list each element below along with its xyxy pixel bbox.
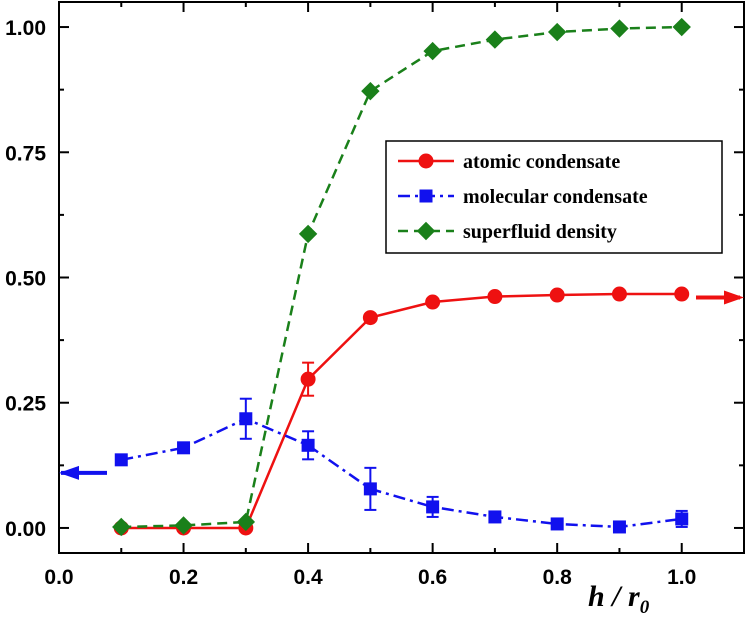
data-point xyxy=(362,310,378,326)
x-tick-label: 0.0 xyxy=(44,566,73,589)
right-axis-arrowhead xyxy=(724,290,744,305)
y-tick-label: 1.00 xyxy=(5,17,46,40)
data-point xyxy=(361,81,380,101)
data-point xyxy=(549,287,565,303)
legend-marker xyxy=(418,153,434,169)
legend-label: atomic condensate xyxy=(463,151,620,173)
series-molecular-condensate xyxy=(114,397,689,534)
legend-label: superfluid density xyxy=(463,221,617,243)
data-point xyxy=(239,412,253,426)
series-superfluid-density xyxy=(112,17,691,537)
data-point xyxy=(610,19,629,38)
data-point xyxy=(236,512,256,532)
y-tick-label: 0.00 xyxy=(5,518,46,541)
data-point xyxy=(611,286,627,302)
x-axis-title: h / r0 xyxy=(588,580,650,618)
data-point xyxy=(426,500,440,514)
legend-label: molecular condensate xyxy=(463,186,648,208)
data-point xyxy=(301,438,315,452)
x-tick-label: 0.4 xyxy=(293,566,323,589)
data-point xyxy=(612,520,626,534)
data-point xyxy=(550,517,564,531)
data-point xyxy=(300,371,316,387)
data-point xyxy=(423,41,442,61)
x-tick-label: 0.6 xyxy=(418,566,447,589)
x-tick-label: 0.2 xyxy=(169,566,198,589)
data-point xyxy=(674,286,690,302)
series xyxy=(112,17,691,537)
y-tick-label: 0.50 xyxy=(5,268,46,291)
data-point xyxy=(488,510,502,524)
data-point xyxy=(675,512,689,526)
data-point xyxy=(177,441,191,455)
data-point xyxy=(112,517,131,537)
axes: 0.0 0.2 0.4 0.6 0.8 1.0 0.00 0.25 0.50 0.75 1.00 xyxy=(5,1,745,589)
left-axis-arrowhead xyxy=(59,465,79,480)
data-point xyxy=(672,17,691,37)
data-point xyxy=(174,516,193,535)
series-line xyxy=(121,417,682,529)
series-line xyxy=(121,25,682,529)
x-tick-label: 0.8 xyxy=(543,566,573,589)
data-point xyxy=(425,294,441,310)
x-axis-title-subscript: 0 xyxy=(640,597,650,618)
series-line xyxy=(121,292,682,530)
data-point xyxy=(298,224,318,244)
data-point xyxy=(485,30,505,49)
x-tick-label: 1.0 xyxy=(667,566,696,589)
data-point xyxy=(547,22,567,42)
x-axis-title-main: h / r xyxy=(588,580,640,613)
legend-marker xyxy=(419,189,433,203)
legend: atomic condensate molecular condensate sup… xyxy=(385,140,723,254)
plot-frame xyxy=(58,1,745,554)
legend-marker xyxy=(416,221,436,241)
data-point xyxy=(363,482,377,496)
y-tick-label: 0.75 xyxy=(5,142,46,165)
data-point xyxy=(487,289,503,305)
y-tick-label: 0.25 xyxy=(5,393,46,416)
data-point xyxy=(114,453,128,467)
